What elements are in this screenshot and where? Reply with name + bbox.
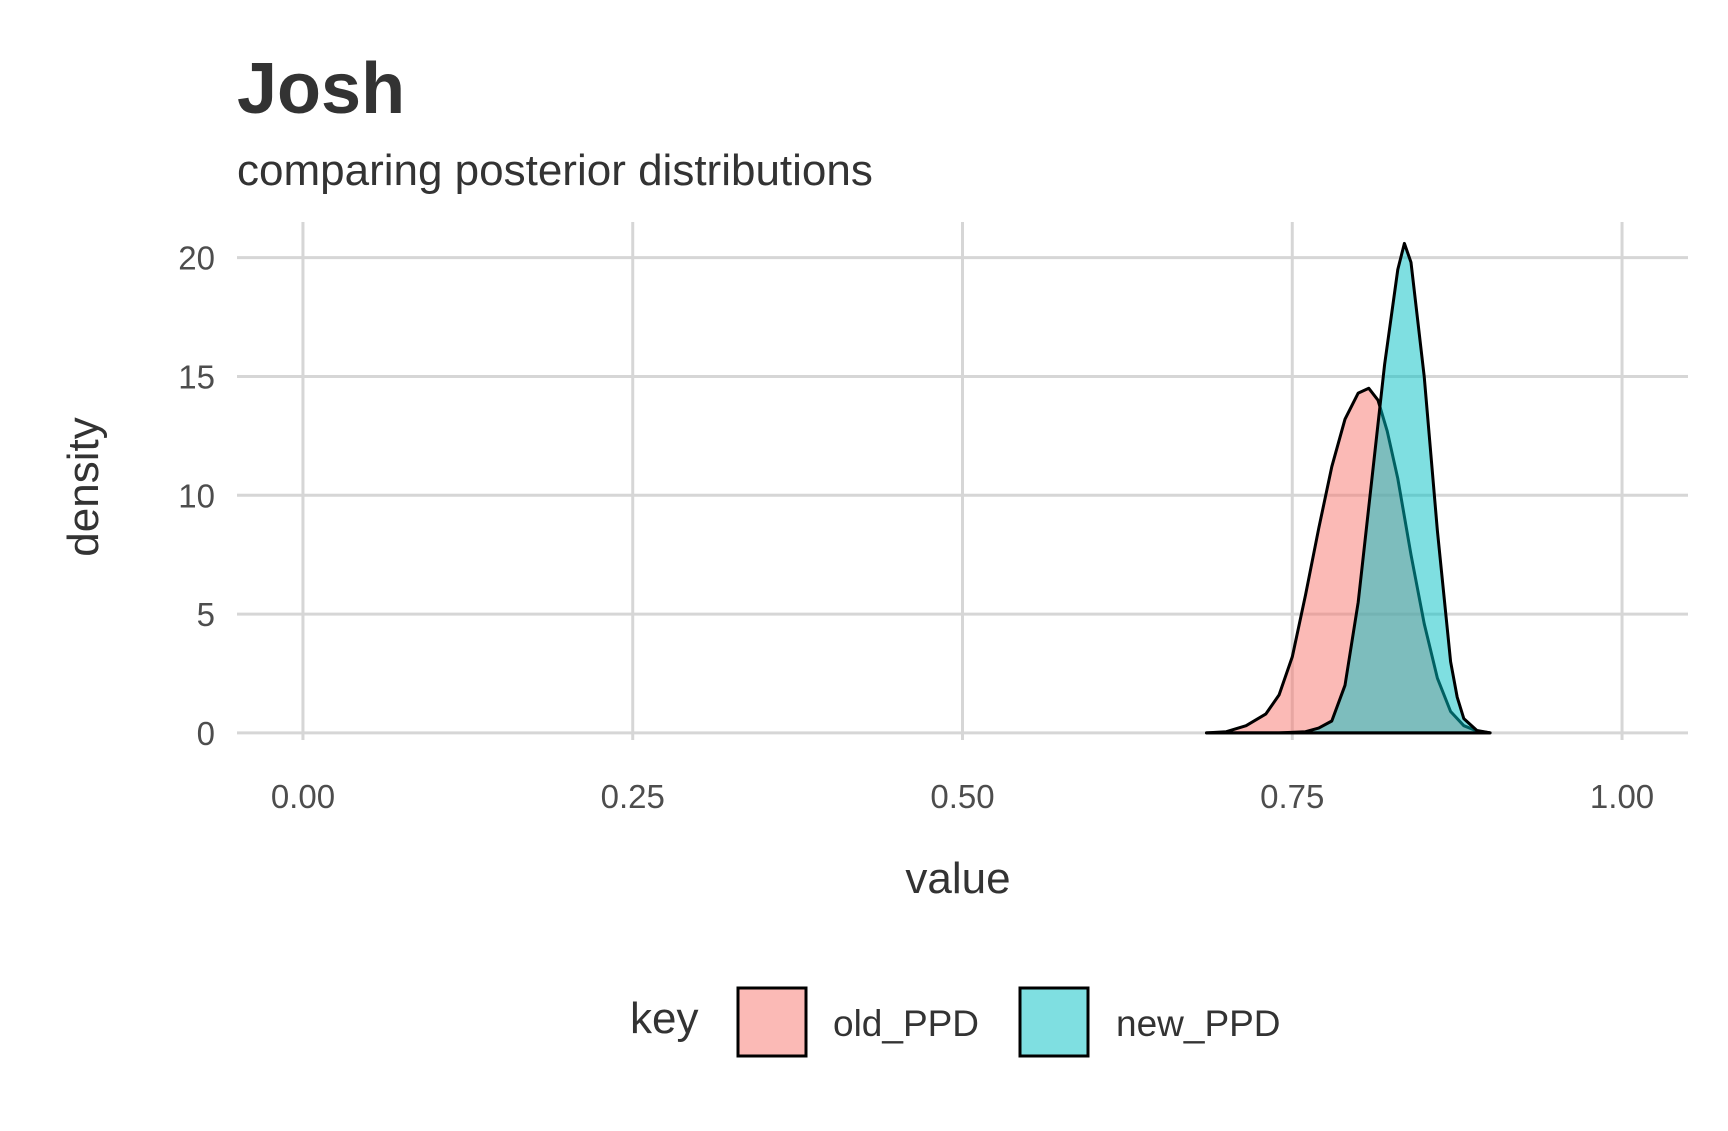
x-axis-title: value	[905, 854, 1010, 903]
legend-label-new_PPD: new_PPD	[1116, 1003, 1281, 1044]
x-tick-label-4: 1.00	[1590, 778, 1654, 815]
x-tick-label-0: 0.00	[271, 778, 335, 815]
y-tick-label-4: 20	[178, 240, 215, 277]
density-area-new_PPD	[1205, 241, 1492, 735]
x-tick-label-1: 0.25	[601, 778, 665, 815]
legend-label-old_PPD: old_PPD	[833, 1003, 979, 1044]
tick-labels: 0.00 0.25 0.50 0.75 1.00 0 5 10 15 20	[178, 240, 1654, 815]
density-areas	[1205, 241, 1492, 735]
chart-title: Josh	[237, 49, 405, 129]
legend-title: key	[630, 994, 698, 1043]
x-tick-label-3: 0.75	[1260, 778, 1324, 815]
x-tick-label-2: 0.50	[930, 778, 994, 815]
legend-key-new_PPD	[1018, 986, 1090, 1058]
y-tick-label-2: 10	[178, 477, 215, 514]
legend-key-old_PPD	[736, 986, 808, 1058]
y-tick-label-3: 15	[178, 358, 215, 395]
legend: key old_PPD new_PPD	[630, 986, 1281, 1058]
y-tick-label-0: 0	[197, 715, 215, 752]
y-axis-title: density	[59, 417, 108, 556]
chart-subtitle: comparing posterior distributions	[237, 146, 873, 195]
grid-lines	[237, 222, 1688, 740]
y-tick-label-1: 5	[197, 596, 215, 633]
